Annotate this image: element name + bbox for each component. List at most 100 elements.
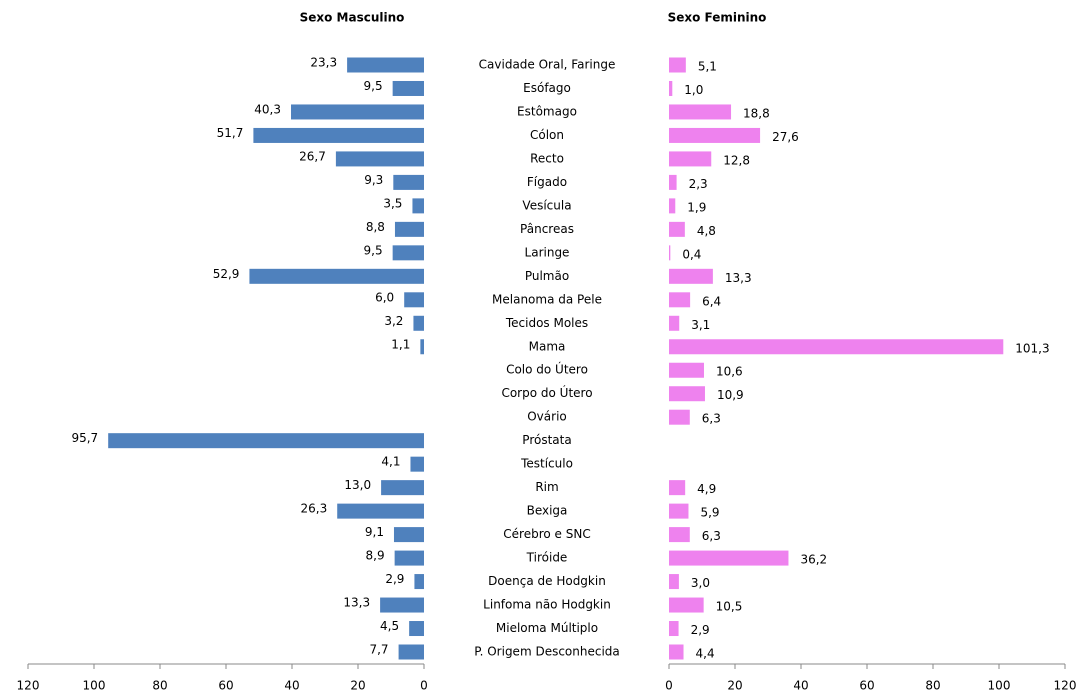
category-label: Cérebro e SNC [503, 527, 590, 541]
bar [669, 386, 705, 402]
category-label: Doença de Hodgkin [488, 574, 606, 588]
category-label: Cavidade Oral, Faringe [479, 58, 616, 72]
bar [669, 151, 712, 167]
value-label: 1,9 [687, 200, 706, 214]
bar [669, 597, 704, 613]
value-label: 18,8 [743, 106, 770, 120]
value-label: 13,0 [344, 478, 371, 492]
category-label: Linfoma não Hodgkin [483, 598, 611, 612]
value-label: 0,4 [682, 247, 701, 261]
bar [669, 409, 690, 425]
value-label: 6,3 [702, 529, 721, 543]
bar [669, 57, 686, 73]
bar [291, 104, 424, 120]
left-tick-label: 40 [284, 679, 299, 693]
left-tick-label: 120 [17, 679, 40, 693]
value-label: 2,3 [689, 177, 708, 191]
value-label: 51,7 [217, 126, 244, 140]
value-label: 9,5 [364, 79, 383, 93]
category-label: Mama [529, 339, 566, 353]
bar [414, 574, 424, 590]
bar [347, 57, 424, 73]
category-label: Recto [530, 151, 564, 165]
value-label: 26,7 [299, 149, 326, 163]
category-label: Ovário [527, 410, 567, 424]
right-title: Sexo Feminino [668, 11, 767, 25]
right-tick-label: 120 [1054, 679, 1077, 693]
bar [669, 80, 673, 96]
right-tick-label: 60 [859, 679, 874, 693]
bar [669, 480, 686, 496]
category-label: Vesícula [522, 198, 571, 212]
value-label: 26,3 [300, 502, 327, 516]
left-title: Sexo Masculino [300, 11, 405, 25]
value-label: 52,9 [213, 267, 240, 281]
value-label: 3,5 [383, 196, 402, 210]
bar [420, 339, 424, 355]
bar [337, 503, 424, 519]
value-label: 40,3 [254, 102, 281, 116]
bar [404, 292, 424, 308]
value-label: 8,9 [366, 549, 385, 563]
value-label: 9,1 [365, 525, 384, 539]
bar [394, 550, 424, 566]
category-label: Melanoma da Pele [492, 292, 602, 306]
right-tick-label: 40 [793, 679, 808, 693]
bar [394, 221, 424, 237]
bar [669, 339, 1004, 355]
category-label: Estômago [517, 104, 577, 118]
bar [669, 362, 704, 378]
value-label: 4,8 [697, 224, 716, 238]
bar [669, 621, 679, 637]
value-label: 5,1 [698, 60, 717, 74]
value-label: 7,7 [369, 643, 388, 657]
value-label: 8,8 [366, 220, 385, 234]
right-tick-label: 80 [925, 679, 940, 693]
right-tick-label: 0 [665, 679, 673, 693]
category-label: Testículo [520, 457, 573, 471]
category-label: Colo do Útero [506, 362, 588, 377]
bar [398, 644, 424, 660]
value-label: 6,3 [702, 412, 721, 426]
value-label: 36,2 [800, 553, 827, 567]
bar [669, 245, 671, 261]
value-label: 6,4 [702, 294, 721, 308]
left-tick-label: 60 [218, 679, 233, 693]
bar [335, 151, 424, 167]
bar [410, 456, 424, 472]
value-label: 10,5 [716, 600, 743, 614]
category-label: Próstata [522, 433, 571, 447]
value-label: 13,3 [343, 596, 370, 610]
value-label: 1,1 [391, 337, 410, 351]
value-label: 5,9 [700, 506, 719, 520]
bar [381, 480, 424, 496]
bar [669, 104, 732, 120]
left-tick-label: 80 [152, 679, 167, 693]
left-tick-label: 20 [350, 679, 365, 693]
bar [249, 268, 424, 284]
bar [413, 315, 424, 331]
value-label: 1,0 [684, 83, 703, 97]
value-label: 4,1 [381, 455, 400, 469]
category-label: Pâncreas [520, 222, 574, 236]
bar [669, 221, 685, 237]
bar [108, 433, 424, 449]
value-label: 4,9 [697, 482, 716, 496]
value-label: 10,9 [717, 388, 744, 402]
bar [669, 127, 761, 143]
value-label: 27,6 [772, 130, 799, 144]
bar [669, 268, 713, 284]
value-label: 10,6 [716, 365, 743, 379]
category-label: Esófago [523, 81, 571, 95]
value-label: 6,0 [375, 290, 394, 304]
bar [669, 198, 676, 214]
bar [380, 597, 424, 613]
right-tick-label: 100 [988, 679, 1011, 693]
bar [669, 527, 690, 543]
value-label: 12,8 [723, 153, 750, 167]
category-label: Rim [535, 480, 558, 494]
bar [392, 80, 424, 96]
bar [393, 527, 424, 543]
value-label: 9,3 [364, 173, 383, 187]
